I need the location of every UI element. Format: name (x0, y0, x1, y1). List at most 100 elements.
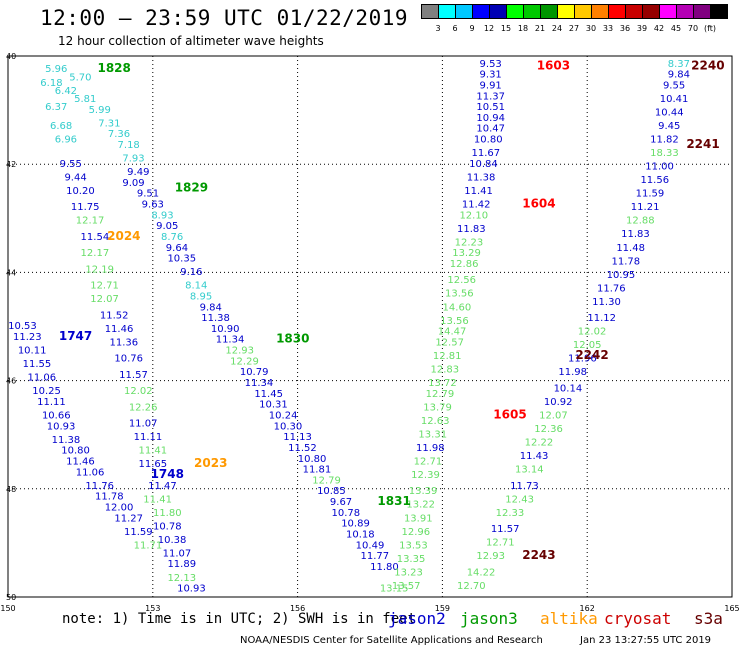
wave-height-value: 12.71 (486, 538, 515, 549)
wave-height-value: 10.41 (660, 94, 689, 105)
wave-height-value: 11.41 (464, 186, 493, 197)
wave-height-value: 12.83 (430, 364, 459, 375)
wave-height-value: 11.36 (110, 337, 139, 348)
scale-label: 30 (585, 24, 597, 33)
wave-height-value: 11.23 (13, 332, 42, 343)
wave-height-value: 11.12 (587, 313, 616, 324)
wave-height-value: 12.17 (76, 216, 105, 227)
wave-height-value: 13.31 (418, 429, 447, 440)
scale-label: 12 (483, 24, 495, 33)
wave-height-value: 11.80 (153, 508, 182, 519)
footer-note: note: 1) Time is in UTC; 2) SWH is in fe… (62, 611, 417, 627)
scale-label: 70 (687, 24, 699, 33)
scale-label: 39 (636, 24, 648, 33)
scale-label: 24 (551, 24, 563, 33)
wave-height-value: 13.15 (380, 584, 409, 595)
wave-height-value: 5.81 (74, 94, 96, 105)
wave-height-value: 10.94 (476, 113, 505, 124)
pass-time-label: 1748 (151, 467, 184, 481)
legend-item-altika: altika (540, 609, 598, 628)
scale-label: (ft) (703, 24, 717, 33)
wave-height-value: 10.93 (47, 421, 76, 432)
map-frame (7, 55, 733, 598)
wave-height-value: 11.46 (105, 324, 134, 335)
wave-height-value: 11.59 (124, 527, 153, 538)
wave-height-value: 13.29 (452, 248, 481, 259)
wave-height-value: 13.35 (397, 554, 426, 565)
x-tick-label: 156 (290, 604, 305, 613)
wave-height-value: 11.06 (27, 373, 56, 384)
x-tick-label: 165 (724, 604, 739, 613)
wave-height-value: 8.14 (185, 281, 207, 292)
wave-height-value: 13.91 (404, 513, 433, 524)
legend-item-jason3: jason3 (460, 609, 518, 628)
wave-height-value: 12.71 (90, 281, 119, 292)
wave-height-value: 12.07 (539, 410, 568, 421)
wave-height-value: 12.39 (411, 470, 440, 481)
scale-label: 21 (534, 24, 546, 33)
scale-label: 3 (435, 24, 441, 33)
y-tick-label: 48 (6, 485, 16, 494)
legend-item-s3a: s3a (694, 609, 723, 628)
wave-height-value: 11.13 (283, 432, 312, 443)
wave-height-value: 10.93 (177, 584, 206, 595)
wave-height-value: 12.10 (459, 210, 488, 221)
wave-height-value: 12.93 (225, 346, 254, 357)
wave-height-value: 12.57 (435, 337, 464, 348)
wave-height-value: 10.85 (317, 486, 346, 497)
wave-height-value: 9.49 (127, 167, 149, 178)
wave-height-value: 12.93 (476, 551, 505, 562)
y-tick-label: 42 (6, 160, 16, 169)
wave-height-value: 10.95 (607, 270, 636, 281)
wave-height-value: 9.91 (480, 80, 502, 91)
wave-height-value: 10.11 (18, 346, 47, 357)
wave-height-value: 10.25 (32, 386, 61, 397)
wave-height-value: 11.21 (631, 202, 660, 213)
y-tick-label: 40 (6, 52, 16, 61)
wave-height-value: 5.70 (69, 72, 91, 83)
wave-height-value: 12.79 (426, 389, 455, 400)
pass-time-label: 1829 (175, 180, 208, 194)
wave-height-value: 11.47 (148, 481, 177, 492)
wave-height-value: 10.35 (167, 254, 196, 265)
wave-height-value: 9.44 (64, 172, 86, 183)
wave-height-value: 11.06 (76, 467, 105, 478)
generated-timestamp: Jan 23 13:27:55 UTC 2019 (580, 635, 712, 646)
wave-height-value: 14.22 (467, 567, 496, 578)
wave-height-value: 12.26 (129, 402, 158, 413)
scale-label: 36 (619, 24, 631, 33)
wave-height-value: 11.57 (491, 524, 520, 535)
wave-height-value: 5.96 (45, 64, 67, 75)
wave-height-value: 11.38 (52, 435, 81, 446)
wave-height-value: 9.53 (480, 59, 502, 70)
scale-label: 9 (469, 24, 475, 33)
wave-height-value: 9.05 (156, 221, 178, 232)
wave-height-value: 13.14 (515, 465, 544, 476)
wave-height-value: 11.83 (621, 229, 650, 240)
wave-height-value: 12.86 (450, 259, 479, 270)
wave-height-value: 7.36 (108, 129, 130, 140)
wave-height-value: 8.37 (668, 59, 690, 70)
wave-height-value: 11.52 (288, 443, 317, 454)
wave-height-value: 11.41 (143, 494, 172, 505)
wave-height-value: 11.81 (303, 465, 332, 476)
legend-item-cryosat: cryosat (604, 609, 672, 628)
wave-height-value: 11.89 (167, 559, 196, 570)
pass-time-label: 2243 (522, 548, 555, 562)
wave-height-value: 11.38 (467, 172, 496, 183)
wave-height-value: 11.11 (37, 397, 66, 408)
scale-label: 33 (602, 24, 614, 33)
wave-height-value: 10.20 (66, 186, 95, 197)
pass-time-label: 1603 (537, 59, 570, 73)
wave-height-value: 13.57 (392, 581, 421, 592)
wave-height-value: 11.45 (254, 389, 283, 400)
scale-label: 42 (653, 24, 665, 33)
wave-height-value: 11.42 (462, 199, 491, 210)
wave-height-value: 11.34 (245, 378, 274, 389)
wave-height-value: 6.42 (55, 86, 77, 97)
wave-height-value: 12.96 (402, 527, 431, 538)
wave-height-value: 12.88 (626, 216, 655, 227)
wave-height-value: 10.78 (153, 521, 182, 532)
wave-height-value: 18.33 (650, 148, 679, 159)
